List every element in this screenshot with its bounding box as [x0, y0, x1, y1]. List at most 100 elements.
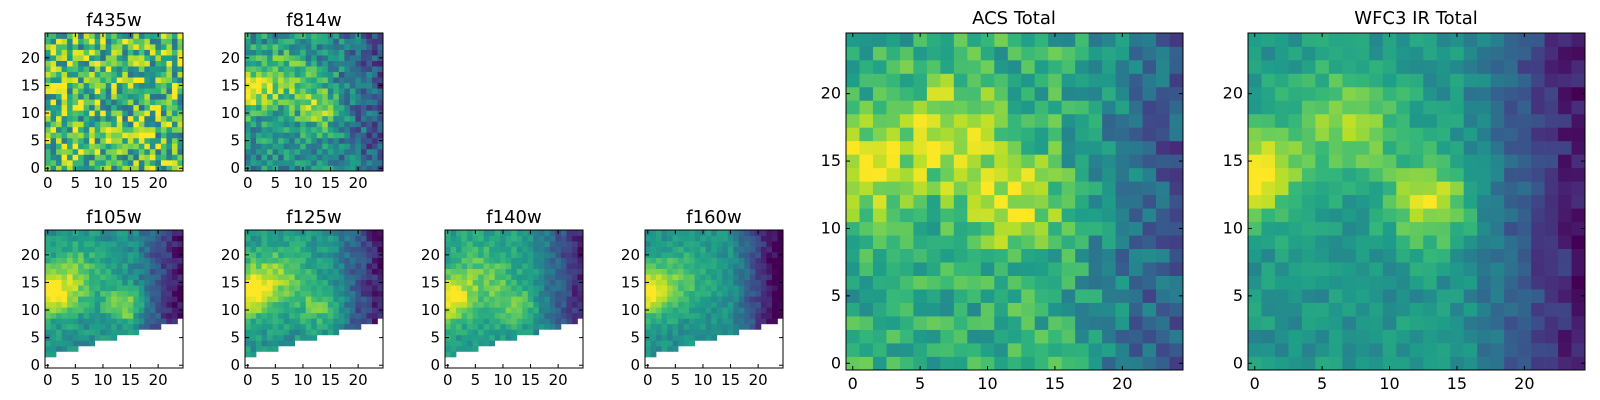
heatmap-cell — [483, 301, 490, 308]
heatmap-cell — [316, 154, 323, 161]
x-tick-label: 15 — [121, 174, 140, 192]
heatmap-cell — [1129, 100, 1143, 115]
heatmap-cell — [1007, 154, 1022, 169]
heatmap-cell — [300, 290, 307, 297]
heatmap-cell — [953, 140, 968, 155]
heatmap-cell — [516, 241, 523, 247]
heatmap-cell — [250, 143, 257, 150]
heatmap-cell — [355, 38, 362, 45]
heatmap-cell — [1571, 167, 1586, 182]
heatmap-cell — [913, 59, 928, 74]
heatmap-cell — [305, 246, 312, 253]
heatmap-cell — [116, 159, 123, 166]
heatmap-cell — [311, 252, 318, 258]
heatmap-cell — [105, 49, 112, 56]
y-tick-label: 10 — [221, 104, 240, 122]
heatmap-cell — [450, 334, 457, 341]
y-tick-label: 15 — [1223, 151, 1243, 170]
heatmap-cell — [461, 301, 468, 308]
heatmap-cell — [344, 82, 351, 89]
heatmap-cell — [116, 307, 123, 314]
heatmap-cell — [138, 132, 145, 139]
heatmap-cell — [45, 44, 51, 50]
heatmap-cell — [650, 329, 657, 336]
heatmap-cell — [1115, 154, 1130, 169]
heatmap-cell — [171, 301, 178, 308]
heatmap-cell — [67, 307, 73, 314]
heatmap-cell — [940, 208, 955, 223]
heatmap-cell — [450, 318, 457, 325]
heatmap-cell — [766, 246, 773, 253]
heatmap-cell — [1315, 235, 1330, 250]
heatmap-cell — [261, 279, 268, 286]
heatmap-cell — [913, 140, 928, 155]
heatmap-cell — [549, 279, 556, 286]
heatmap-cell — [149, 323, 156, 330]
heatmap-cell — [1490, 221, 1505, 236]
heatmap-cell — [450, 329, 457, 336]
panel-title: ACS Total — [972, 8, 1056, 29]
heatmap-cell — [272, 323, 279, 330]
heatmap-cell — [360, 257, 367, 264]
heatmap-cell — [250, 33, 257, 39]
heatmap-cell — [105, 235, 112, 242]
heatmap-cell — [967, 208, 982, 223]
heatmap-cell — [100, 110, 107, 117]
heatmap-cell — [160, 235, 167, 242]
heatmap-cell — [349, 137, 356, 144]
heatmap-cell — [127, 241, 134, 247]
heatmap-cell — [899, 46, 914, 61]
heatmap-cell — [886, 154, 901, 169]
heatmap-cell — [771, 301, 778, 308]
heatmap-cell — [859, 140, 874, 155]
heatmap-cell — [689, 230, 696, 236]
heatmap-cell — [294, 148, 301, 155]
heatmap-cell — [1007, 86, 1022, 101]
heatmap-cell — [533, 323, 540, 330]
heatmap-cell — [1034, 248, 1049, 263]
heatmap-cell — [1409, 275, 1424, 290]
heatmap-cell — [344, 99, 351, 106]
heatmap-cell — [1142, 59, 1157, 74]
heatmap-cell — [267, 257, 273, 264]
heatmap-cell — [872, 316, 887, 330]
heatmap-cell — [1342, 194, 1357, 209]
heatmap-cell — [83, 296, 90, 303]
heatmap-cell — [1088, 73, 1103, 88]
heatmap-cell — [278, 82, 284, 89]
heatmap-cell — [122, 268, 129, 275]
heatmap-cell — [846, 275, 860, 290]
heatmap-cell — [377, 66, 384, 72]
heatmap-cell — [1477, 248, 1491, 263]
heatmap-cell — [1571, 289, 1586, 303]
heatmap-cell — [377, 257, 384, 264]
heatmap-cell — [472, 312, 479, 319]
heatmap-cell — [522, 318, 529, 325]
heatmap-cell — [283, 165, 290, 172]
heatmap-cell — [1342, 167, 1357, 182]
heatmap-cell — [56, 60, 62, 67]
heatmap-cell — [940, 221, 955, 236]
heatmap-cell — [711, 296, 718, 303]
heatmap-cell — [1261, 59, 1276, 74]
heatmap-cell — [377, 159, 384, 166]
heatmap-cell — [256, 143, 262, 150]
heatmap-cell — [1021, 33, 1036, 47]
heatmap-cell — [1288, 167, 1303, 182]
heatmap-cell — [111, 38, 118, 45]
heatmap-cell — [349, 104, 356, 111]
heatmap-cell — [1075, 302, 1089, 317]
heatmap-cell — [511, 279, 518, 286]
heatmap-cell — [899, 356, 914, 371]
heatmap-cell — [1558, 235, 1572, 250]
heatmap-cell — [267, 71, 273, 78]
heatmap-cell — [533, 301, 540, 308]
heatmap-cell — [67, 340, 73, 347]
heatmap-cell — [116, 99, 123, 106]
heatmap-cell — [72, 110, 79, 117]
heatmap-cell — [478, 318, 484, 325]
heatmap-cell — [349, 257, 356, 264]
heatmap-cell — [577, 241, 584, 247]
heatmap-cell — [1342, 100, 1357, 115]
heatmap-cell — [311, 323, 318, 330]
